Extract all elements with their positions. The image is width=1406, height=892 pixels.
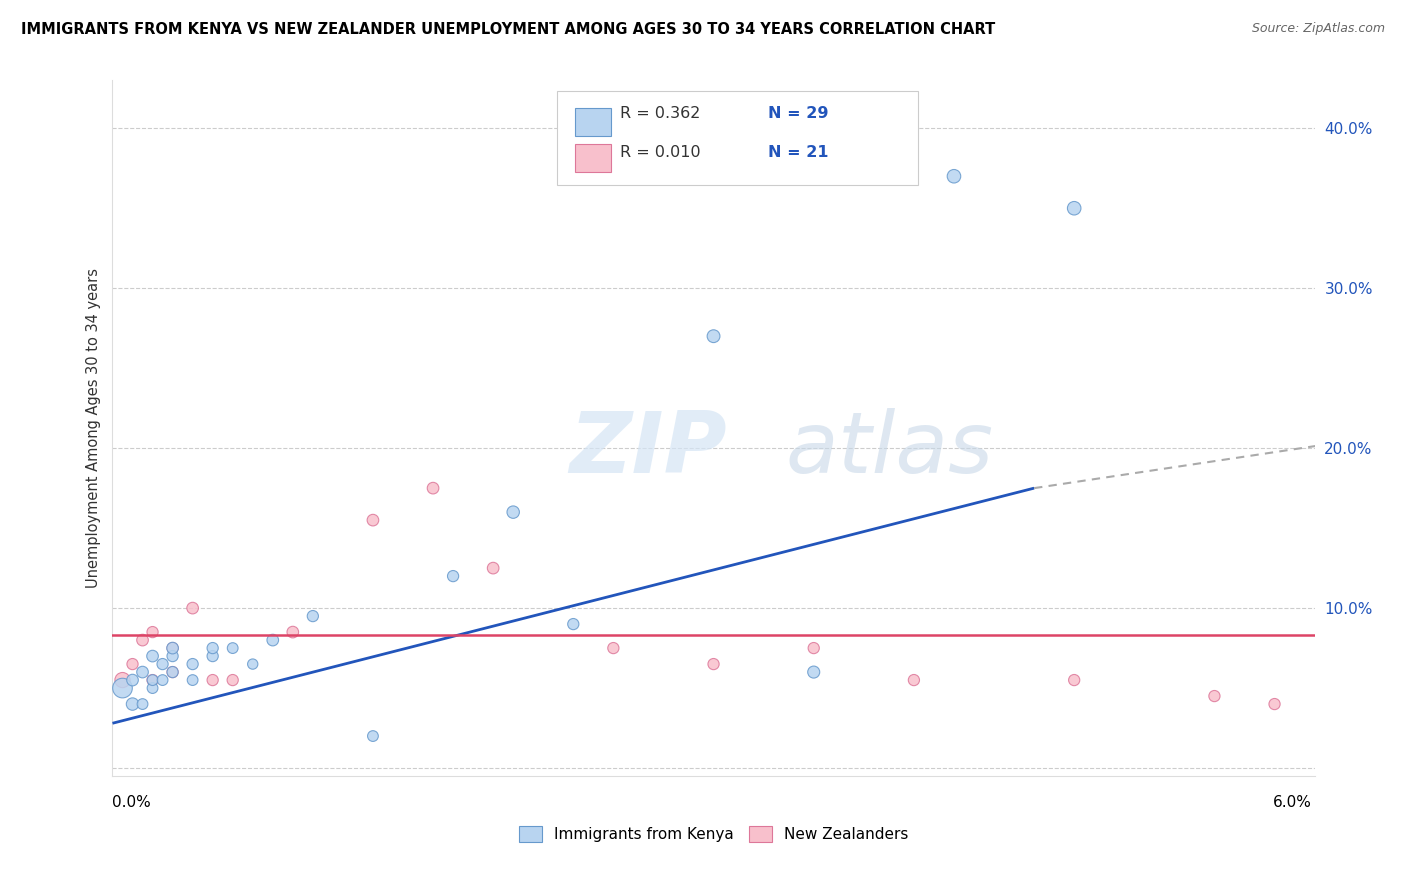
Point	[131, 697, 153, 711]
Point	[181, 657, 204, 671]
Point	[943, 169, 966, 184]
Point	[152, 673, 174, 687]
Point	[422, 481, 444, 495]
Point	[361, 513, 384, 527]
Point	[242, 657, 264, 671]
FancyBboxPatch shape	[557, 91, 918, 185]
Text: R = 0.010: R = 0.010	[620, 145, 700, 160]
Point	[152, 657, 174, 671]
Point	[803, 665, 825, 679]
Point	[1063, 673, 1085, 687]
Text: ZIP: ZIP	[569, 408, 727, 491]
Point	[131, 633, 153, 648]
Text: atlas: atlas	[786, 408, 994, 491]
FancyBboxPatch shape	[575, 108, 612, 136]
Text: 6.0%: 6.0%	[1272, 796, 1312, 810]
Point	[562, 617, 585, 632]
Text: Source: ZipAtlas.com: Source: ZipAtlas.com	[1251, 22, 1385, 36]
Point	[602, 641, 624, 656]
Point	[111, 673, 134, 687]
Point	[502, 505, 524, 519]
Point	[702, 329, 725, 343]
Text: R = 0.362: R = 0.362	[620, 106, 700, 121]
Point	[121, 697, 143, 711]
Point	[162, 665, 184, 679]
Point	[162, 665, 184, 679]
Point	[162, 641, 184, 656]
Point	[222, 641, 245, 656]
Point	[1063, 201, 1085, 215]
Point	[181, 673, 204, 687]
Point	[121, 673, 143, 687]
Point	[141, 673, 163, 687]
Point	[201, 649, 224, 664]
Point	[1264, 697, 1286, 711]
Text: 0.0%: 0.0%	[112, 796, 152, 810]
Point	[181, 601, 204, 615]
Text: IMMIGRANTS FROM KENYA VS NEW ZEALANDER UNEMPLOYMENT AMONG AGES 30 TO 34 YEARS CO: IMMIGRANTS FROM KENYA VS NEW ZEALANDER U…	[21, 22, 995, 37]
Point	[141, 649, 163, 664]
Point	[903, 673, 925, 687]
Point	[803, 641, 825, 656]
Y-axis label: Unemployment Among Ages 30 to 34 years: Unemployment Among Ages 30 to 34 years	[86, 268, 101, 588]
Point	[162, 641, 184, 656]
Point	[201, 641, 224, 656]
Point	[441, 569, 464, 583]
Point	[141, 681, 163, 695]
Point	[162, 649, 184, 664]
Point	[131, 665, 153, 679]
Point	[141, 673, 163, 687]
Point	[121, 657, 143, 671]
Point	[222, 673, 245, 687]
Point	[302, 609, 325, 624]
Point	[201, 673, 224, 687]
Point	[262, 633, 284, 648]
Point	[111, 681, 134, 695]
Point	[702, 657, 725, 671]
Point	[281, 625, 304, 640]
Legend: Immigrants from Kenya, New Zealanders: Immigrants from Kenya, New Zealanders	[513, 821, 914, 848]
Text: N = 29: N = 29	[768, 106, 828, 121]
FancyBboxPatch shape	[575, 145, 612, 172]
Point	[1204, 689, 1226, 703]
Point	[141, 625, 163, 640]
Point	[482, 561, 505, 575]
Text: N = 21: N = 21	[768, 145, 828, 160]
Point	[361, 729, 384, 743]
